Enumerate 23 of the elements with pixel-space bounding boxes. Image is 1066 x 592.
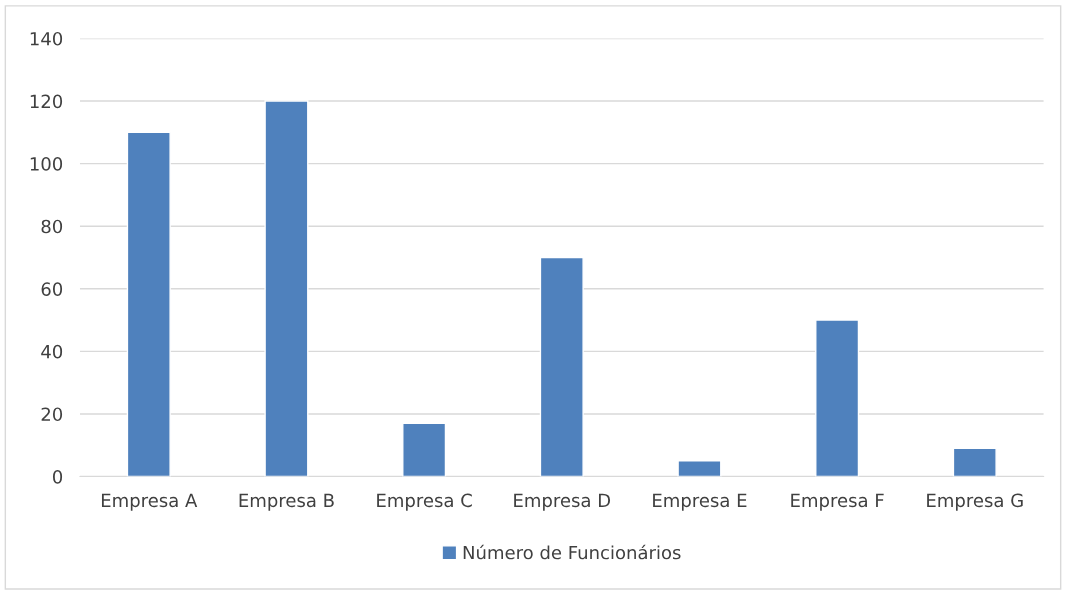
bar bbox=[539, 256, 584, 477]
x-tick-label: Empresa A bbox=[101, 493, 198, 511]
y-tick-label: 20 bbox=[41, 407, 63, 422]
y-tick-label: 80 bbox=[41, 219, 63, 234]
y-tick-label: 120 bbox=[30, 94, 63, 109]
x-tick-label: Empresa G bbox=[927, 493, 1023, 511]
y-tick-label: 40 bbox=[41, 344, 63, 359]
bar bbox=[402, 422, 447, 477]
y-tick-label: 140 bbox=[30, 31, 63, 46]
x-tick-label: Empresa B bbox=[239, 493, 334, 511]
y-tick-label: 60 bbox=[41, 282, 63, 296]
bar bbox=[815, 319, 860, 477]
x-tick-label: Empresa C bbox=[377, 493, 472, 511]
bar bbox=[677, 460, 722, 477]
x-tick-label: Empresa F bbox=[791, 493, 884, 511]
bar bbox=[952, 447, 997, 477]
y-tick-label: 100 bbox=[30, 157, 63, 171]
x-tick-label: Empresa D bbox=[514, 493, 611, 511]
legend-label: Número de Funcionários bbox=[463, 544, 681, 560]
bar bbox=[126, 131, 171, 477]
bar bbox=[264, 100, 309, 477]
y-tick-label: 0 bbox=[52, 470, 63, 484]
x-tick-label: Empresa E bbox=[653, 493, 747, 511]
